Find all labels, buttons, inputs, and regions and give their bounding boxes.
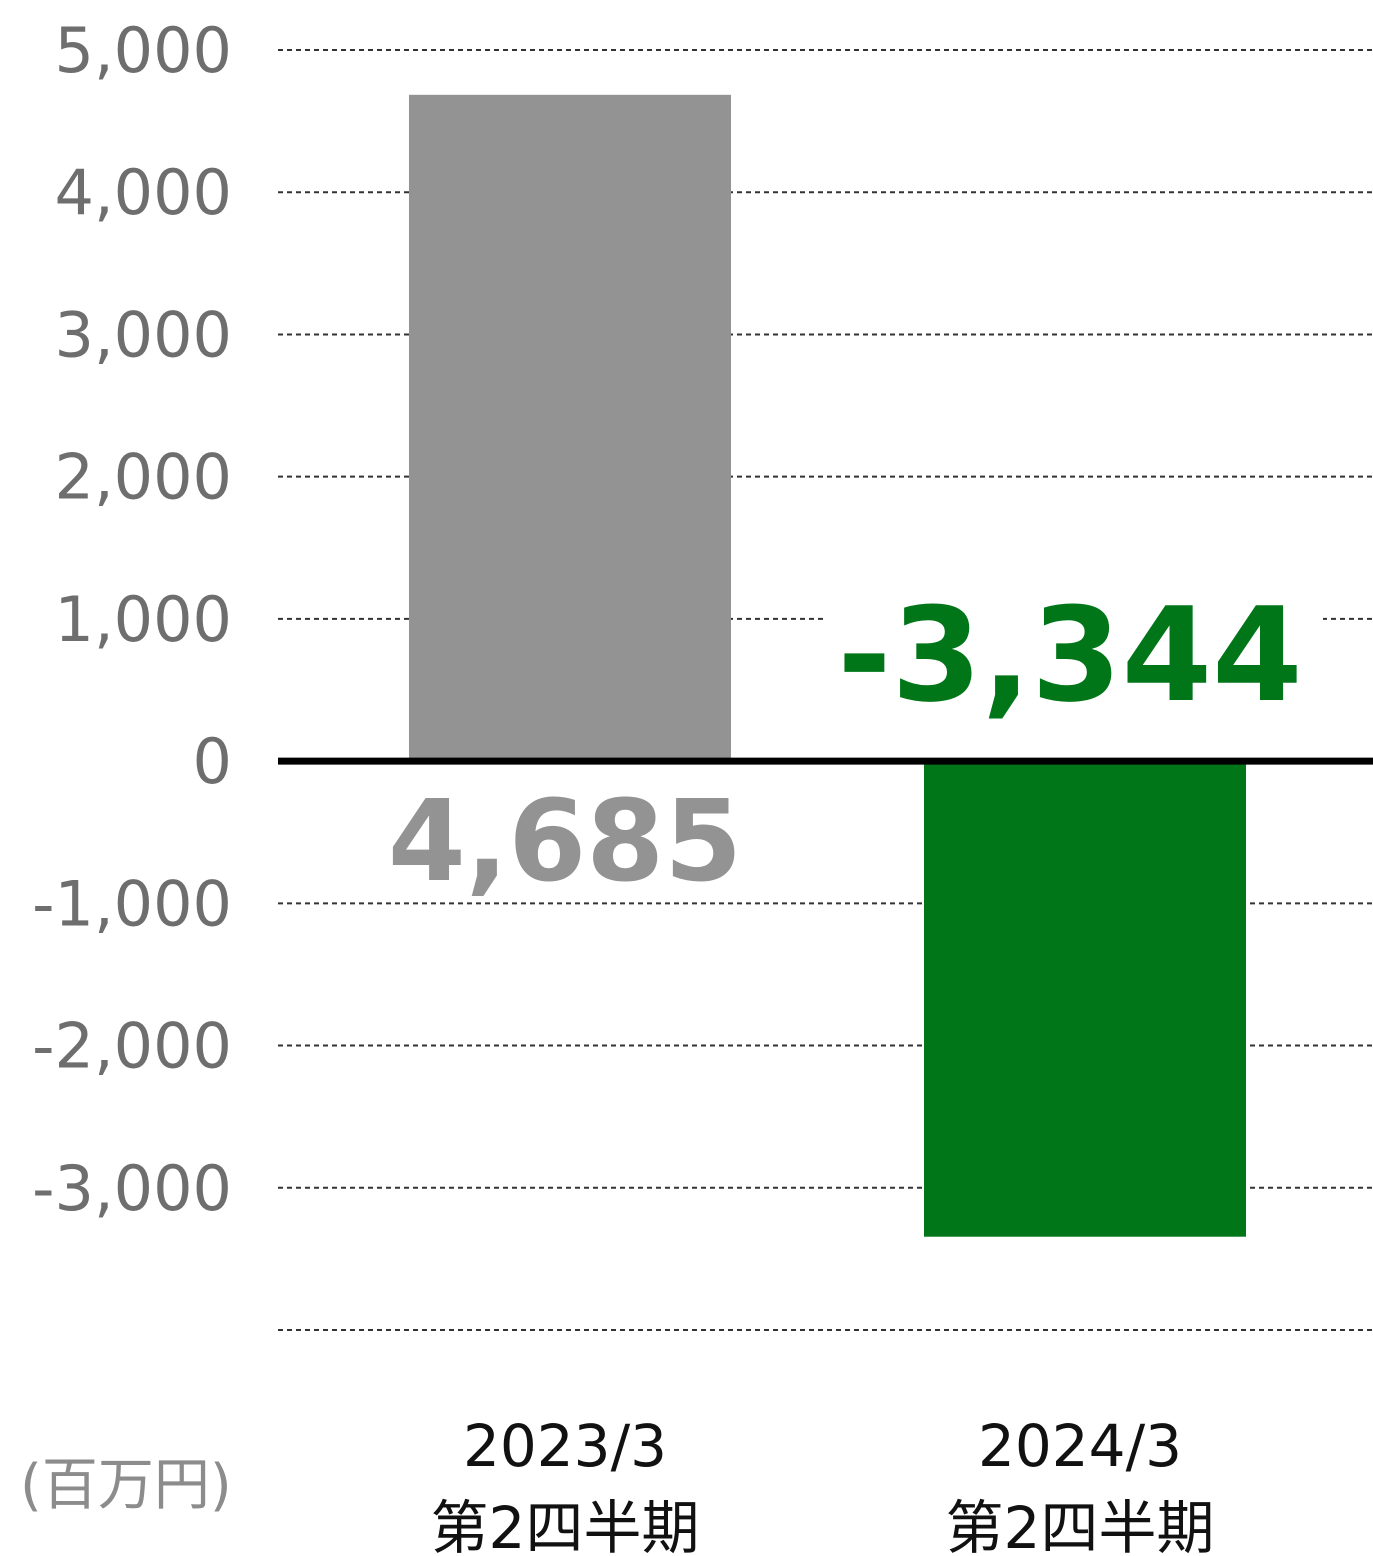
x-category-label: 第2四半期	[431, 1494, 700, 1556]
y-tick-label: -3,000	[32, 1152, 232, 1225]
y-tick-label: -2,000	[32, 1010, 232, 1083]
bar	[409, 94, 731, 762]
data-label-background	[825, 583, 1323, 720]
x-axis-category-labels: 2023/3 第2四半期 2024/3 第2四半期	[431, 1412, 1215, 1556]
bars	[409, 94, 1246, 1237]
data-label: -3,344	[837, 579, 1302, 731]
data-labels: 4,685 -3,344	[370, 579, 1323, 907]
y-tick-label: 3,000	[55, 298, 233, 371]
x-category-label: 2023/3	[463, 1412, 667, 1480]
x-category-label: 2024/3	[978, 1412, 1182, 1480]
y-tick-label: 5,000	[55, 14, 233, 87]
x-category-label: 第2四半期	[946, 1494, 1215, 1556]
y-tick-label: 0	[193, 725, 232, 798]
y-tick-label: 1,000	[55, 583, 233, 656]
data-label: 4,685	[388, 777, 742, 907]
unit-label: (百万円)	[20, 1453, 232, 1518]
y-tick-label: -1,000	[32, 867, 232, 940]
y-axis-tick-labels: 5,000 4,000 3,000 2,000 1,000 0 -1,000 -2,000 -3…	[32, 14, 232, 1225]
y-tick-label: 2,000	[55, 441, 233, 514]
data-label-background	[370, 779, 760, 897]
y-tick-label: 4,000	[55, 156, 233, 229]
bar	[924, 761, 1246, 1237]
